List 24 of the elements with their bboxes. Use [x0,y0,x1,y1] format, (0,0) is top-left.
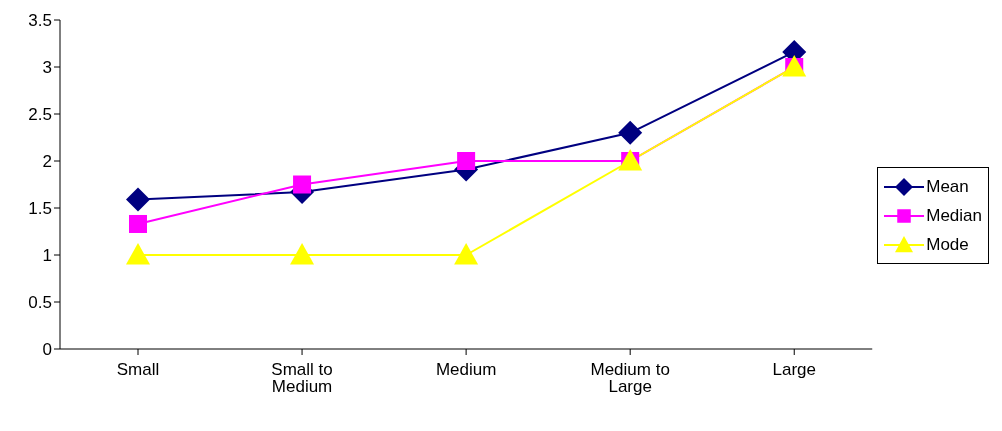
point [129,214,147,233]
y-tick-label: 2 [42,152,52,172]
legend-label: Mean [926,176,969,197]
x-tick-label: Medium to Large [590,360,670,397]
y-tick-label: 3.5 [28,11,52,31]
point [126,187,150,212]
point [618,120,643,145]
y-tick-label: 0 [42,340,52,360]
x-tick-label: Medium [435,360,497,380]
point [126,243,150,265]
x-tick-label: Small to Medium [271,360,333,397]
legend-label: Median [926,205,982,226]
point [290,243,315,265]
point [457,152,476,170]
y-tick-label: 2.5 [28,105,52,125]
x-tick-label: Small [116,360,160,380]
y-tick-label: 3 [42,58,52,78]
y-tick-label: 0.5 [28,293,52,313]
point [454,243,479,265]
legend-label: Mode [926,234,969,255]
y-tick-label: 1.5 [28,199,52,219]
point [293,175,312,194]
y-tick-label: 1 [42,246,52,266]
x-tick-label: Large [772,360,816,380]
